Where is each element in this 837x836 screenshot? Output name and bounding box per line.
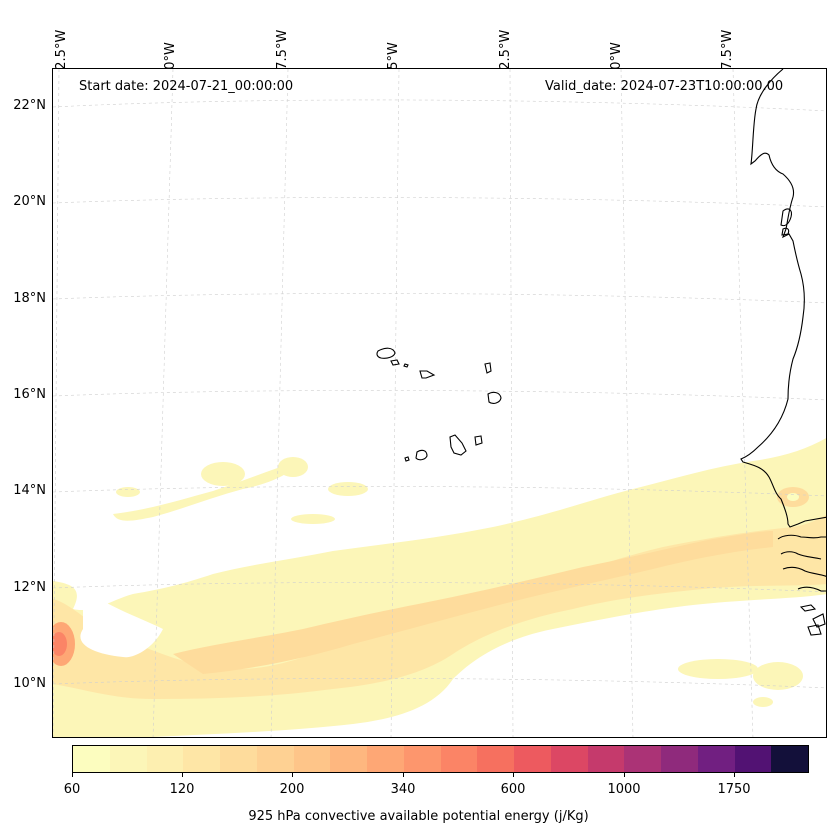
colorbar-swatch [220,746,257,772]
cape-patch [116,487,140,497]
cape-patch [278,457,308,477]
coastal-island [807,624,822,636]
colorbar-swatch [514,746,551,772]
africa-coast [777,534,826,540]
colorbar-swatch [73,746,110,772]
colorbar-tickmark [513,773,514,777]
graticule [53,69,826,737]
africa-coast [780,551,822,560]
map-panel [52,68,827,738]
colorbar-tickmark [734,773,735,777]
colorbar-swatch [403,746,441,772]
colorbar-swatch [771,746,808,772]
africa-coast [782,566,826,577]
island [415,449,428,461]
latitude-label: 20°N [13,194,46,209]
island [376,347,396,359]
colorbar-swatch [697,746,735,772]
colorbar-swatch [109,746,147,772]
coastal-island [780,208,792,227]
colorbar-swatch [183,746,220,772]
colorbar-tick-label: 60 [63,782,81,797]
colorbar-tick-label: 1750 [717,782,751,797]
colorbar-swatch [661,746,698,772]
cape-patch [201,462,245,486]
start-date: Start date: 2024-07-21_00:00:00 [79,79,294,94]
latitude-label: 14°N [13,483,46,498]
cape-patch [678,659,758,679]
colorbar-tickmark [182,773,183,777]
colorbar-tick-label: 120 [169,782,195,797]
coastline [740,69,826,636]
island [474,435,483,446]
valid-date: Valid_date: 2024-07-23T10:00:00.00 [545,79,784,94]
colorbar-tickmark [624,773,625,777]
colorbar-tickmark [292,773,293,777]
africa-coast [740,69,826,528]
colorbar-swatch [550,746,588,772]
colorbar-swatch [734,746,772,772]
latitude-label: 16°N [13,387,46,402]
cape-shading [53,438,826,737]
island [419,370,436,379]
cape-patch [787,493,799,501]
latitude-label: 12°N [13,580,46,595]
colorbar-swatch [256,746,294,772]
latitude-label: 22°N [13,98,46,113]
colorbar-tick-label: 340 [390,782,416,797]
colorbar-swatch [330,746,367,772]
cape-band-inner [173,531,773,674]
colorbar-title: 925 hPa convective available potential e… [248,809,589,824]
latitude-label: 10°N [13,676,46,691]
colorbar-tickmark [72,773,73,777]
colorbar-swatch [440,746,478,772]
cape-patch [753,697,773,707]
colorbar [72,745,809,773]
colorbar-tick-label: 200 [279,782,305,797]
map-canvas [53,69,826,737]
colorbar-swatch [477,746,514,772]
island [390,359,400,366]
colorbar-tick-label: 1000 [607,782,641,797]
colorbar-tick-label: 600 [500,782,526,797]
cape-patch [328,482,368,496]
colorbar-swatch [624,746,661,772]
cape-patch [113,461,298,521]
colorbar-swatch [293,746,331,772]
colorbar-swatch [367,746,404,772]
coastal-island [799,604,817,612]
africa-coast [797,586,826,592]
cape-patch [753,662,803,690]
island [484,362,492,374]
no-data-gap [80,589,163,658]
coastal-island [812,613,826,628]
cape-maximum-core [53,632,67,656]
cape-patch [291,514,335,524]
island [449,434,467,456]
latitude-label: 18°N [13,291,46,306]
colorbar-tickmark [403,773,404,777]
colorbar-swatch [587,746,625,772]
island [487,391,502,404]
coastal-island [781,227,790,236]
island [403,363,409,368]
cape-verde-islands [376,347,502,462]
colorbar-swatch [146,746,184,772]
island [404,456,410,462]
